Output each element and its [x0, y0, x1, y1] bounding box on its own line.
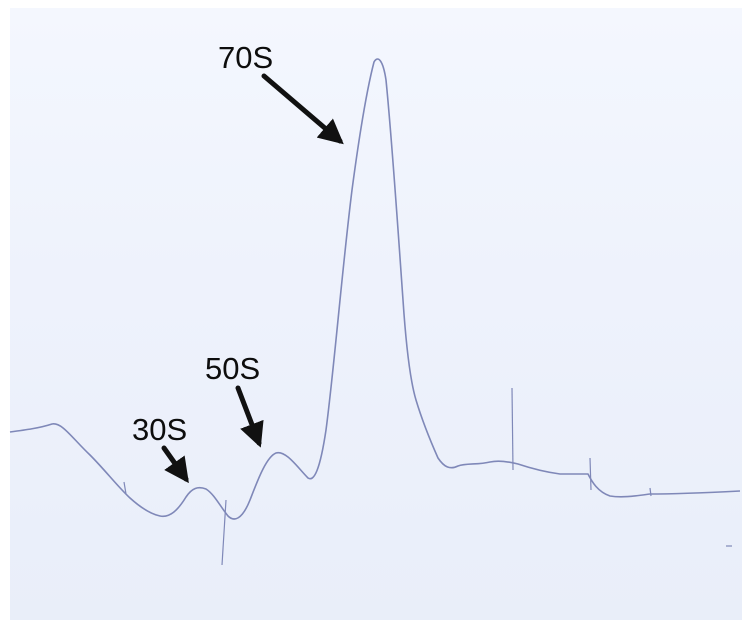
annotation-30s: 30S [132, 412, 189, 484]
noise-spike [221, 499, 227, 566]
annotation-30s-label: 30S [132, 412, 187, 447]
annotation-50s: 50S [205, 351, 264, 448]
annotation-70s-label: 70S [218, 40, 273, 75]
trace-noise-spikes [123, 387, 732, 566]
annotation-50s-label: 50S [205, 351, 260, 386]
annotation-50s-arrow [235, 385, 264, 448]
absorbance-trace-line [9, 58, 741, 520]
annotation-70s: 70S [218, 40, 344, 145]
annotation-30s-arrow [161, 445, 189, 484]
noise-spike [511, 387, 514, 471]
noise-spike [649, 487, 652, 497]
annotation-70s-arrow [261, 73, 344, 145]
noise-spike [589, 457, 592, 491]
noise-spike [123, 481, 127, 495]
chart-paper [10, 8, 742, 620]
